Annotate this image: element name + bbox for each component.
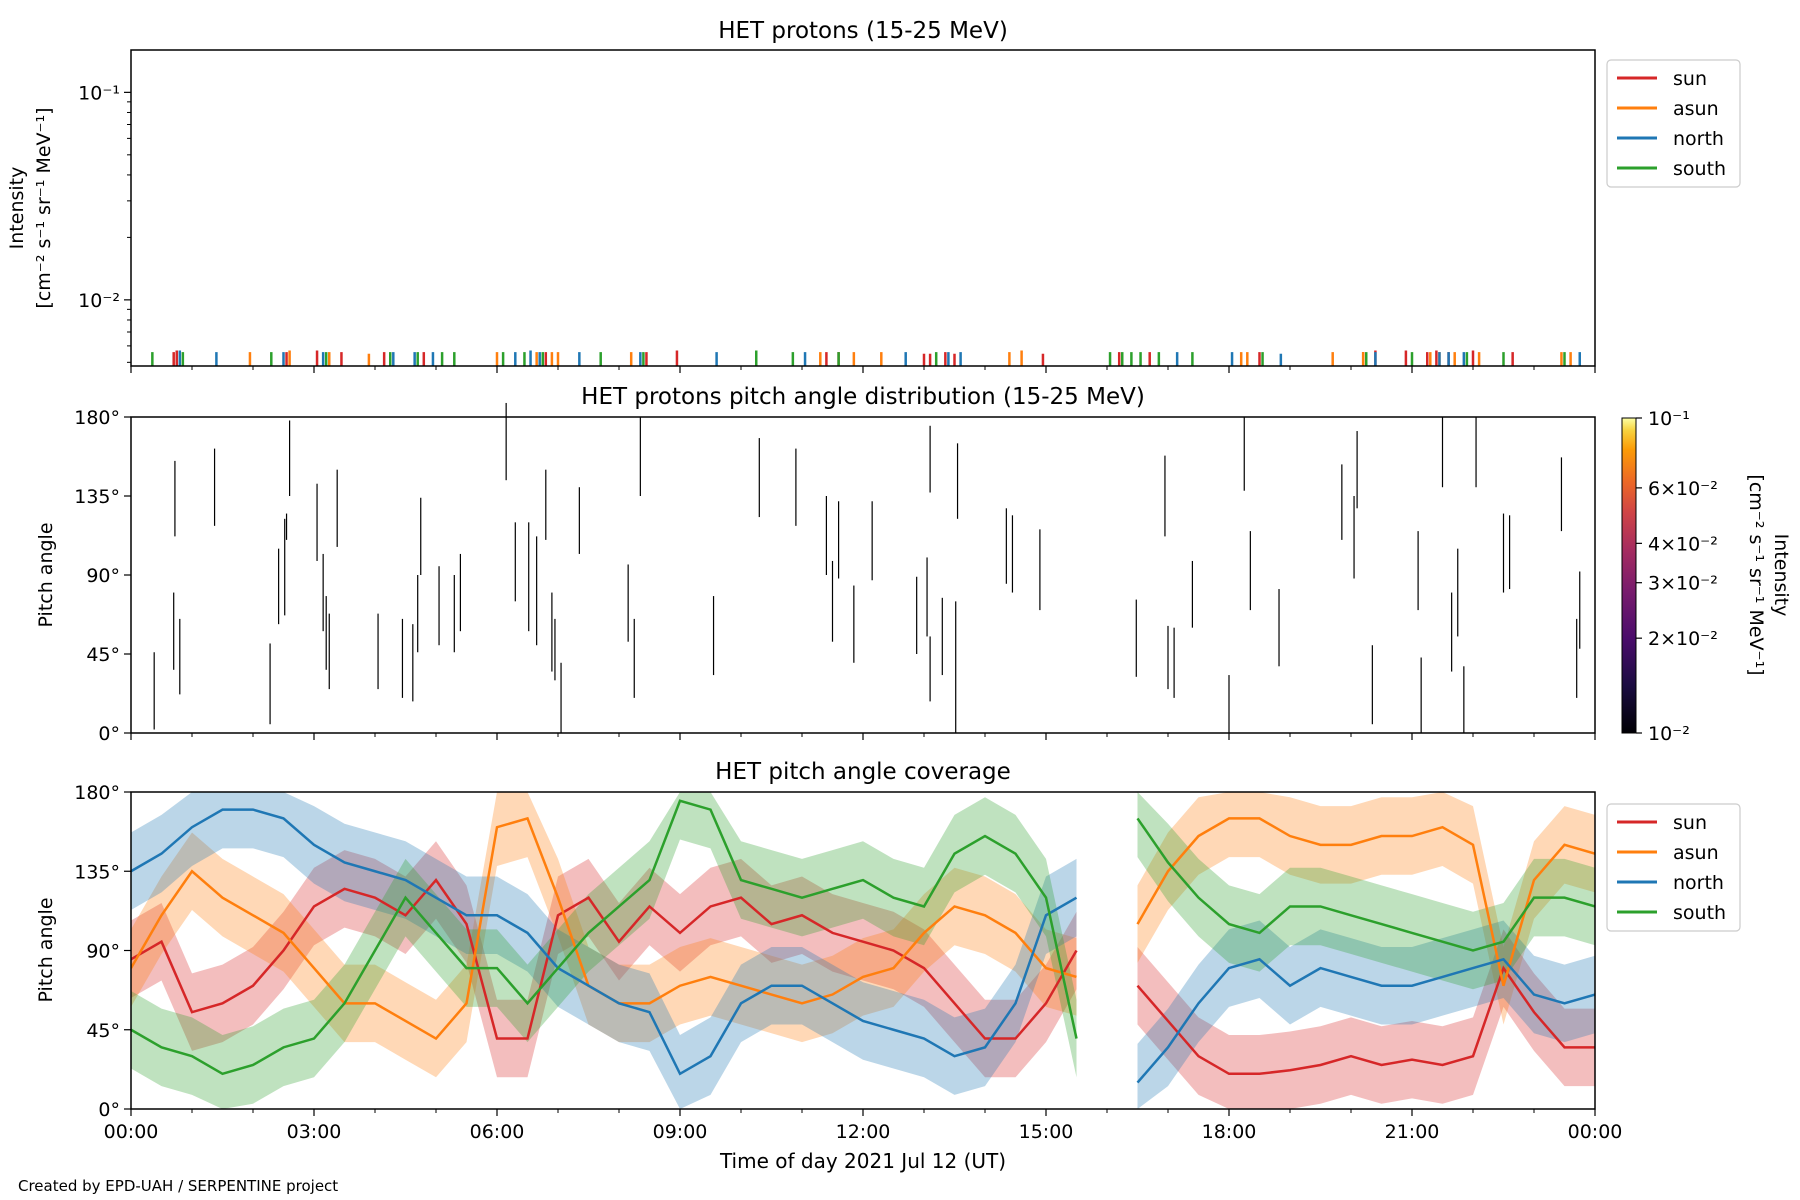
- colorbar-tick-label: 4×10⁻²: [1648, 533, 1718, 555]
- p1-legend-north-label: north: [1673, 128, 1724, 150]
- p3-north-band: [131, 792, 1077, 1109]
- p1-legend-sun-label: sun: [1673, 68, 1707, 90]
- p3-xtick-label: 21:00: [1385, 1121, 1440, 1143]
- p3-ytick-label: 180°: [74, 782, 120, 804]
- p3-sun-band: [1137, 929, 1595, 1109]
- p2-ytick-label: 135°: [74, 486, 120, 508]
- colorbar-tick-label: 6×10⁻²: [1648, 478, 1718, 500]
- p1-ytick-label: 10⁻¹: [78, 82, 120, 104]
- p3-north-band: [1137, 920, 1595, 1109]
- p3-north-line: [1136, 957, 1595, 1084]
- panel3-title: HET pitch angle coverage: [715, 759, 1011, 785]
- p2-ytick-label: 0°: [98, 723, 120, 745]
- p2-ytick-label: 45°: [86, 644, 120, 666]
- colorbar-tick-label: 10⁻²: [1648, 723, 1690, 745]
- colorbar-tick-label: 3×10⁻²: [1648, 573, 1718, 595]
- colorbar-tick-label: 2×10⁻²: [1648, 628, 1718, 650]
- panel3-ylabel: Pitch angle: [35, 897, 57, 1002]
- panel1-frame: [130, 49, 1596, 367]
- p1-legend-frame: [1606, 59, 1741, 188]
- p3-sun-band: [131, 841, 1077, 1078]
- p3-xtick-label: 00:00: [104, 1121, 159, 1143]
- p2-ytick-label: 180°: [74, 407, 120, 429]
- p3-north-line: [131, 808, 1078, 1076]
- panel-pitch-angle-distribution: HET protons pitch angle distribution (15…: [35, 384, 1792, 745]
- p3-xtick-label: 06:00: [470, 1121, 525, 1143]
- colorbar-tick-label: 10⁻¹: [1648, 408, 1690, 430]
- p3-ytick-label: 135°: [74, 861, 120, 883]
- p3-ytick-label: 0°: [98, 1099, 120, 1121]
- panel1-ylabel-line2: [cm⁻² s⁻¹ sr⁻¹ MeV⁻¹]: [33, 107, 55, 308]
- panel1-ylabel-line1: Intensity: [6, 167, 28, 250]
- panel2-frame: [130, 416, 1596, 734]
- p3-legend-north-label: north: [1673, 872, 1724, 894]
- panel3-legend: sun asun north south: [1606, 803, 1741, 932]
- panel3-xlabel: Time of day 2021 Jul 12 (UT): [719, 1149, 1006, 1173]
- p2-ytick-label: 90°: [86, 565, 120, 587]
- panel2-title: HET protons pitch angle distribution (15…: [581, 384, 1145, 410]
- p1-ytick-label: 10⁻²: [78, 290, 120, 312]
- p3-legend-asun-label: asun: [1673, 842, 1719, 864]
- p3-ytick-label: 90°: [86, 941, 120, 963]
- colorbar: [1621, 417, 1637, 734]
- p3-asun-line: [1136, 817, 1595, 987]
- p1-legend-asun-label: asun: [1673, 98, 1719, 120]
- p3-xtick-label: 18:00: [1202, 1121, 1257, 1143]
- p3-south-line: [1136, 817, 1595, 952]
- p3-south-line: [131, 799, 1078, 1076]
- p3-south-band: [1137, 792, 1595, 990]
- panel-pitch-angle-coverage: HET pitch angle coverage 0° 45° 90° 135° 180…: [35, 759, 1741, 1173]
- p3-sun-line: [1136, 965, 1595, 1076]
- p3-asun-band: [131, 792, 1077, 1078]
- p1-legend-south-label: south: [1673, 158, 1726, 180]
- panel-het-protons: HET protons (15-25 MeV) 10⁻¹ 10⁻² Intensi…: [6, 18, 1741, 373]
- colorbar-label-line2: [cm⁻² s⁻¹ sr⁻¹ MeV⁻¹]: [1745, 474, 1767, 675]
- p3-xtick-label: 03:00: [287, 1121, 342, 1143]
- panel1-title: HET protons (15-25 MeV): [718, 18, 1008, 44]
- p3-south-band: [131, 792, 1077, 1109]
- p3-xtick-label: 00:00: [1568, 1121, 1623, 1143]
- p3-legend-sun-label: sun: [1673, 812, 1707, 834]
- p3-asun-band: [1137, 792, 1595, 1025]
- p3-xtick-label: 15:00: [1019, 1121, 1074, 1143]
- panel1-legend: sun asun north south: [1606, 59, 1741, 188]
- footer-credit: Created by EPD-UAH / SERPENTINE project: [18, 1177, 339, 1195]
- p3-legend-frame: [1606, 803, 1741, 932]
- p3-ytick-label: 45°: [86, 1020, 120, 1042]
- colorbar-label-line1: Intensity: [1770, 534, 1792, 617]
- panel2-ylabel: Pitch angle: [35, 522, 57, 627]
- p3-legend-south-label: south: [1673, 902, 1726, 924]
- p3-xtick-label: 12:00: [836, 1121, 891, 1143]
- p3-xtick-label: 09:00: [653, 1121, 708, 1143]
